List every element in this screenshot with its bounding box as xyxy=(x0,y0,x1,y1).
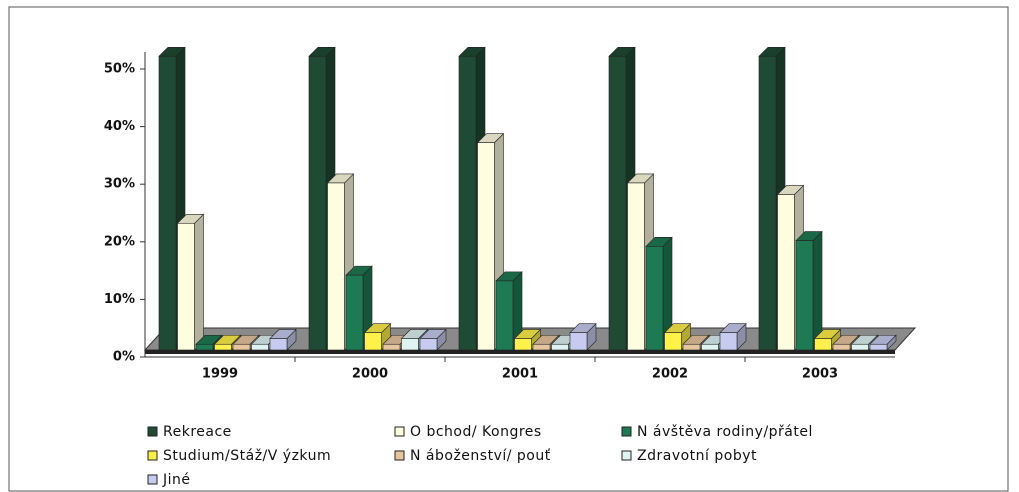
x-tick-label: 2001 xyxy=(502,367,538,382)
bar xyxy=(869,343,888,351)
bar xyxy=(627,182,645,351)
bar xyxy=(701,343,719,351)
bar xyxy=(458,55,477,351)
bar xyxy=(232,343,251,351)
bar xyxy=(719,332,738,351)
legend-swatch xyxy=(147,450,158,461)
x-tick-label: 2002 xyxy=(652,367,688,382)
y-tick-label: 30% xyxy=(104,177,135,192)
bar xyxy=(664,332,682,351)
bar xyxy=(495,280,514,351)
bar xyxy=(195,343,214,351)
bar xyxy=(514,338,532,351)
bar xyxy=(251,343,269,351)
y-tick-label: 50% xyxy=(104,62,135,77)
bar xyxy=(532,343,551,351)
legend-swatch xyxy=(147,426,158,437)
bar xyxy=(682,343,701,351)
y-tick-label: 20% xyxy=(104,234,135,249)
bar xyxy=(814,338,832,351)
bar xyxy=(308,55,327,351)
legend-swatch xyxy=(147,474,158,485)
x-tick-label: 1999 xyxy=(202,367,238,382)
bar xyxy=(795,240,814,351)
bar xyxy=(777,194,795,351)
y-tick-label: 40% xyxy=(104,119,135,134)
bar xyxy=(569,332,588,351)
bar xyxy=(551,343,569,351)
legend-swatch xyxy=(621,426,632,437)
legend-label: O bchod/ Kongres xyxy=(410,424,542,440)
bar xyxy=(269,338,288,351)
legend-label: Zdravotní pobyt xyxy=(637,448,757,464)
bar xyxy=(214,343,232,351)
bar xyxy=(177,222,195,351)
x-tick-label: 2000 xyxy=(352,367,388,382)
bar xyxy=(645,246,664,351)
legend-swatch xyxy=(394,426,405,437)
legend-label: Jiné xyxy=(162,472,191,488)
bar xyxy=(401,338,419,351)
legend-swatch xyxy=(394,450,405,461)
bar xyxy=(345,274,364,351)
bar xyxy=(608,55,627,351)
legend-label: N ávštěva rodiny/přátel xyxy=(637,424,813,440)
bar xyxy=(327,182,345,351)
y-tick-label: 0% xyxy=(113,350,135,365)
bar-side xyxy=(194,213,204,351)
bar xyxy=(382,343,401,351)
bar xyxy=(477,142,495,351)
frame xyxy=(8,6,1009,492)
bar xyxy=(364,332,382,351)
y-tick-label: 10% xyxy=(104,292,135,307)
x-tick-label: 2003 xyxy=(802,367,838,382)
legend-label: Rekreace xyxy=(163,424,232,440)
bar xyxy=(158,55,177,351)
bar xyxy=(851,343,869,351)
bar xyxy=(832,343,851,351)
legend-label: N áboženství/ pouť xyxy=(410,448,551,464)
bar xyxy=(758,55,777,351)
floor-edge xyxy=(145,350,895,354)
legend-label: Studium/Stáž/V ýzkum xyxy=(163,448,331,464)
legend-swatch xyxy=(621,450,632,461)
bar xyxy=(419,338,438,351)
